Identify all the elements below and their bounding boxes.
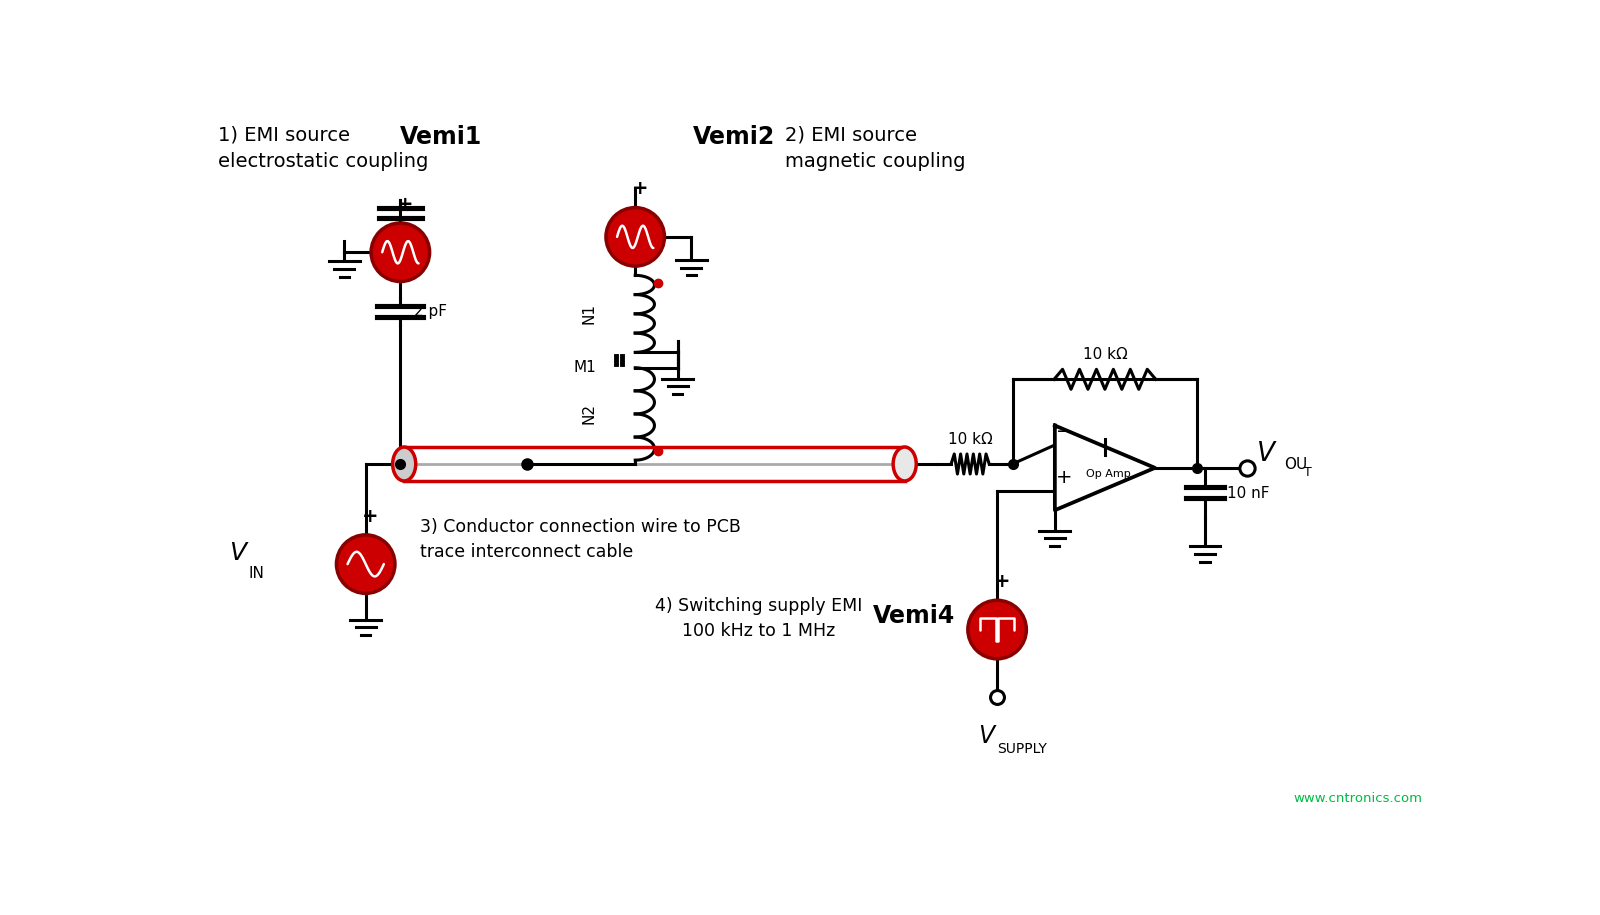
Text: N2: N2 xyxy=(582,404,597,425)
Text: M1: M1 xyxy=(574,361,597,375)
Text: trace interconnect cable: trace interconnect cable xyxy=(419,544,634,561)
Text: www.cntronics.com: www.cntronics.com xyxy=(1293,792,1422,805)
Text: N1: N1 xyxy=(582,304,597,324)
Circle shape xyxy=(371,223,430,282)
Circle shape xyxy=(968,600,1026,659)
Circle shape xyxy=(606,208,664,266)
Text: electrostatic coupling: electrostatic coupling xyxy=(218,152,429,171)
Text: 4) Switching supply EMI: 4) Switching supply EMI xyxy=(654,597,862,615)
Bar xyxy=(405,447,904,481)
Ellipse shape xyxy=(392,447,416,481)
Text: −: − xyxy=(1056,422,1072,441)
Text: SUPPLY: SUPPLY xyxy=(997,742,1046,756)
Text: 2) EMI source: 2) EMI source xyxy=(786,125,917,145)
Text: magnetic coupling: magnetic coupling xyxy=(786,152,966,171)
Text: IN: IN xyxy=(248,565,264,581)
Text: Vemi2: Vemi2 xyxy=(693,125,776,149)
Text: Vemi4: Vemi4 xyxy=(872,604,955,628)
Text: 1) EMI source: 1) EMI source xyxy=(218,125,350,145)
Text: +: + xyxy=(362,507,379,525)
Text: T: T xyxy=(1304,466,1312,479)
Polygon shape xyxy=(1054,425,1155,511)
Circle shape xyxy=(336,535,395,593)
Text: +: + xyxy=(397,195,413,214)
Text: 10 kΩ: 10 kΩ xyxy=(947,432,992,447)
Ellipse shape xyxy=(893,447,917,481)
Text: Vemi1: Vemi1 xyxy=(400,125,483,149)
Text: 2 pF: 2 pF xyxy=(414,304,448,319)
Text: +: + xyxy=(1056,468,1072,487)
Text: Op Amp: Op Amp xyxy=(1086,469,1131,479)
Text: +: + xyxy=(632,179,648,199)
Text: 10 nF: 10 nF xyxy=(1227,486,1269,501)
Text: 10 kΩ: 10 kΩ xyxy=(1083,348,1128,362)
Text: V: V xyxy=(1256,441,1275,467)
Text: 100 kHz to 1 MHz: 100 kHz to 1 MHz xyxy=(682,622,835,640)
Text: 3) Conductor connection wire to PCB: 3) Conductor connection wire to PCB xyxy=(419,518,741,536)
Text: V: V xyxy=(229,541,246,565)
Text: +: + xyxy=(994,572,1010,591)
Text: OU: OU xyxy=(1285,458,1307,472)
Text: V: V xyxy=(978,725,994,748)
